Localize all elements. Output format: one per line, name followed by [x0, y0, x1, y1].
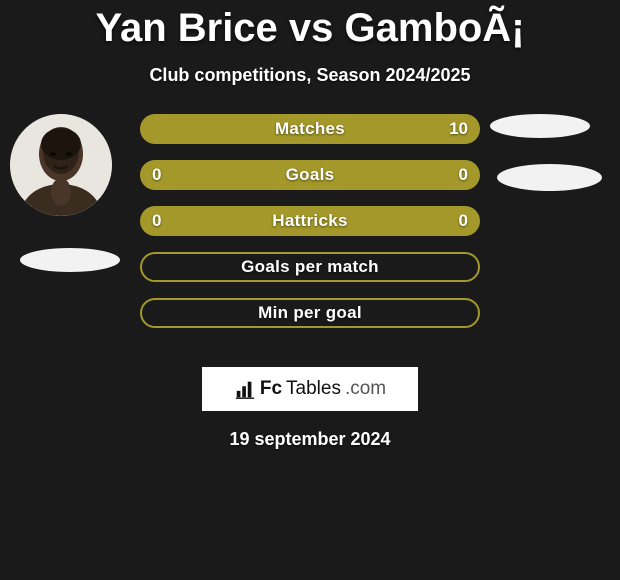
stat-right-value: 10	[449, 119, 468, 139]
stat-row-min-per-goal: Min per goal	[140, 298, 480, 328]
page-title: Yan Brice vs GamboÃ¡	[0, 0, 620, 51]
logo-text-fc: Fc	[260, 378, 282, 400]
stats-compare-area: Matches 10 0 Goals 0 0 Hattricks 0 Goals…	[0, 114, 620, 349]
stat-right-value: 0	[459, 211, 468, 231]
stat-left-value: 0	[152, 165, 161, 185]
stat-row-goals: 0 Goals 0	[140, 160, 480, 190]
stat-right-value: 0	[459, 165, 468, 185]
player-right-avatar-ellipse	[490, 114, 590, 138]
fctables-logo[interactable]: Fc Tables .com	[202, 367, 418, 411]
avatar-silhouette	[10, 114, 112, 216]
stat-label: Matches	[275, 119, 345, 139]
logo-text-dotcom: .com	[345, 378, 386, 400]
subtitle: Club competitions, Season 2024/2025	[0, 65, 620, 86]
bar-chart-icon	[234, 378, 256, 400]
player-left-name-ellipse	[20, 248, 120, 272]
stat-label: Min per goal	[258, 303, 362, 323]
player-left-avatar	[10, 114, 112, 216]
stat-label: Goals per match	[241, 257, 379, 277]
stat-left-value: 0	[152, 211, 161, 231]
stat-row-goals-per-match: Goals per match	[140, 252, 480, 282]
stat-label: Goals	[286, 165, 335, 185]
stat-row-matches: Matches 10	[140, 114, 480, 144]
stat-row-hattricks: 0 Hattricks 0	[140, 206, 480, 236]
player-right-name-ellipse	[497, 164, 602, 191]
stat-label: Hattricks	[272, 211, 347, 231]
logo-text-tables: Tables	[286, 378, 341, 400]
infographic-date: 19 september 2024	[0, 429, 620, 450]
